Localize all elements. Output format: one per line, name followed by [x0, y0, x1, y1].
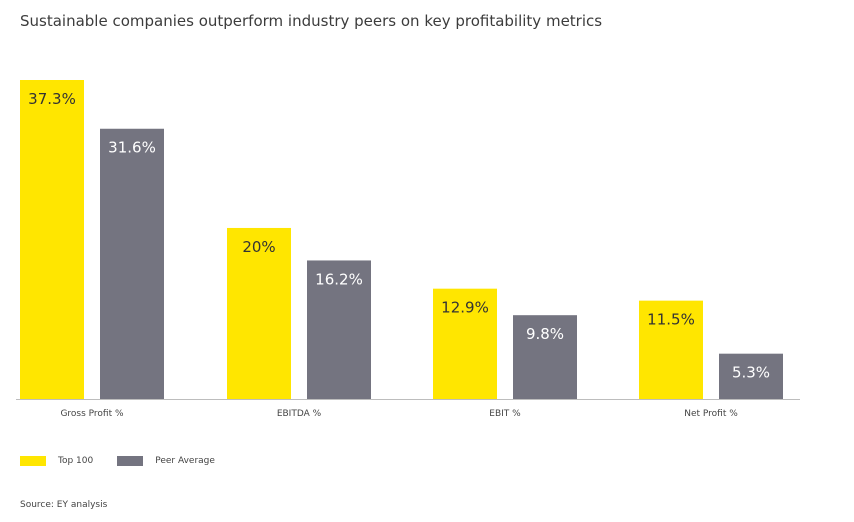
bar-top-100-ebit	[433, 288, 497, 399]
bar-peer-average-ebit	[513, 315, 577, 399]
bar-peer-average-gross-profit	[100, 128, 164, 399]
legend: Top 100 Peer Average	[20, 456, 239, 466]
bar-top-100-ebitda	[227, 227, 291, 399]
bar-peer-average-net-profit	[719, 353, 783, 399]
category-label-ebitda: EBITDA %	[277, 409, 322, 419]
legend-swatch-peer-average	[117, 456, 144, 466]
data-label-top-100-gross-profit: 37.3%	[28, 90, 76, 108]
source-note: Source: EY analysis	[20, 500, 108, 510]
legend-swatch-top-100	[20, 456, 46, 466]
bar-top-100-gross-profit	[20, 80, 84, 399]
data-label-top-100-net-profit: 11.5%	[647, 311, 695, 329]
legend-item-top-100: Top 100	[20, 456, 93, 466]
category-label-net-profit: Net Profit %	[684, 409, 738, 419]
bar-top-100-net-profit	[639, 300, 703, 399]
data-label-top-100-ebitda: 20%	[242, 238, 275, 256]
legend-item-peer-average: Peer Average	[117, 456, 215, 466]
category-label-ebit: EBIT %	[489, 409, 521, 419]
bar-peer-average-ebitda	[307, 260, 371, 399]
bar-chart: 37.3% 31.6% Gross Profit % 20% 16.2% EBITDA %…	[16, 80, 800, 419]
data-label-top-100-ebit: 12.9%	[441, 299, 489, 317]
data-label-peer-average-net-profit: 5.3%	[732, 364, 770, 382]
data-label-peer-average-ebitda: 16.2%	[315, 270, 363, 288]
category-label-gross-profit: Gross Profit %	[60, 409, 124, 419]
chart-title: Sustainable companies outperform industr…	[20, 12, 603, 30]
data-label-peer-average-gross-profit: 31.6%	[108, 139, 156, 157]
legend-label-top-100: Top 100	[58, 456, 94, 466]
data-label-peer-average-ebit: 9.8%	[526, 325, 564, 343]
legend-label-peer-average: Peer Average	[155, 456, 215, 466]
